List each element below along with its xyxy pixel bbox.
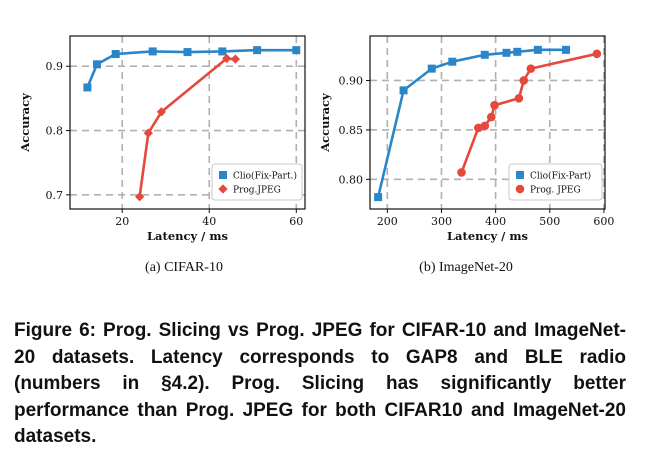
x-tick-label: 60: [289, 215, 303, 228]
data-point-jpeg: [480, 121, 490, 131]
x-tick-label: 300: [431, 215, 452, 228]
y-tick-label: 0.80: [339, 173, 364, 186]
data-point-clio: [92, 60, 101, 69]
x-tick-label: 40: [202, 215, 216, 228]
x-tick-label: 20: [115, 215, 129, 228]
data-point-clio: [533, 45, 542, 54]
data-point-clio: [292, 46, 301, 55]
data-point-jpeg: [526, 64, 536, 73]
plot-frame: [69, 35, 306, 210]
legend-box: [508, 163, 603, 201]
legend-marker-jpeg: [218, 184, 228, 194]
legend: Clio(Fix-Part) Prog. JPEG: [508, 163, 603, 201]
x-tick-label: 600: [593, 215, 614, 228]
y-axis-label: Accuracy: [318, 93, 332, 153]
data-point-jpeg: [519, 76, 529, 85]
data-point-jpeg: [156, 107, 166, 117]
data-point-jpeg: [490, 100, 499, 110]
y-tick-label: 0.9: [46, 60, 64, 73]
legend-label-jpeg: Prog. JPEG: [530, 186, 581, 196]
legend: Clio(Fix-Part.) Prog.JPEG: [211, 163, 303, 201]
y-tick-label: 0.85: [339, 124, 364, 137]
data-point-clio: [399, 86, 408, 95]
subcaption-b: (b) ImageNet-20: [419, 260, 513, 275]
data-point-clio: [502, 48, 511, 57]
data-point-jpeg: [486, 112, 496, 122]
x-tick-label: 200: [377, 215, 398, 228]
data-point-clio: [83, 83, 92, 92]
data-point-jpeg: [514, 93, 524, 103]
data-point-jpeg: [457, 168, 466, 177]
y-tick-label: 0.7: [46, 189, 64, 202]
data-point-clio: [253, 46, 262, 55]
data-point-clio: [562, 45, 571, 54]
legend-marker-clio: [516, 171, 524, 179]
y-axis-label: Accuracy: [18, 93, 32, 153]
data-point-jpeg: [135, 192, 145, 202]
x-tick-label: 500: [539, 215, 560, 228]
x-tick-label: 400: [485, 215, 506, 228]
x-axis-label: Latency / ms: [147, 229, 228, 243]
data-point-clio: [218, 47, 227, 56]
legend-label-clio: Clio(Fix-Part.): [233, 171, 297, 182]
legend-marker-jpeg: [515, 184, 525, 194]
legend-label-jpeg: Prog.JPEG: [233, 186, 281, 196]
data-point-clio: [183, 48, 192, 57]
y-tick-label: 0.8: [46, 125, 64, 138]
data-point-clio: [374, 193, 383, 202]
data-point-jpeg: [473, 123, 483, 133]
subcaption-a: (a) CIFAR-10: [145, 260, 223, 275]
data-point-clio: [427, 64, 436, 73]
chart-cifar10: 20 40 60 0.7 0.8 0.9 Latency / ms Accuracy Clio(…: [18, 35, 306, 243]
x-axis-label: Latency / ms: [447, 229, 528, 243]
data-point-clio: [111, 50, 120, 59]
plot-frame: [369, 35, 606, 210]
y-tick-label: 0.90: [339, 74, 364, 87]
data-point-clio: [448, 57, 457, 66]
data-point-jpeg: [592, 49, 602, 59]
legend-box: [211, 163, 303, 201]
data-point-clio: [148, 47, 157, 56]
data-point-clio: [513, 47, 522, 56]
legend-label-clio: Clio(Fix-Part): [530, 171, 591, 182]
chart-imagenet20: 200 300 400 500 600 0.80 0.85 0.90 Latency / ms A…: [318, 35, 614, 243]
figure-caption: Figure 6: Prog. Slicing vs Prog. JPEG fo…: [14, 320, 626, 447]
data-point-clio: [480, 50, 489, 59]
data-point-jpeg: [222, 53, 232, 64]
legend-marker-clio: [219, 171, 227, 179]
data-point-jpeg: [230, 54, 240, 64]
data-point-jpeg: [143, 128, 153, 138]
